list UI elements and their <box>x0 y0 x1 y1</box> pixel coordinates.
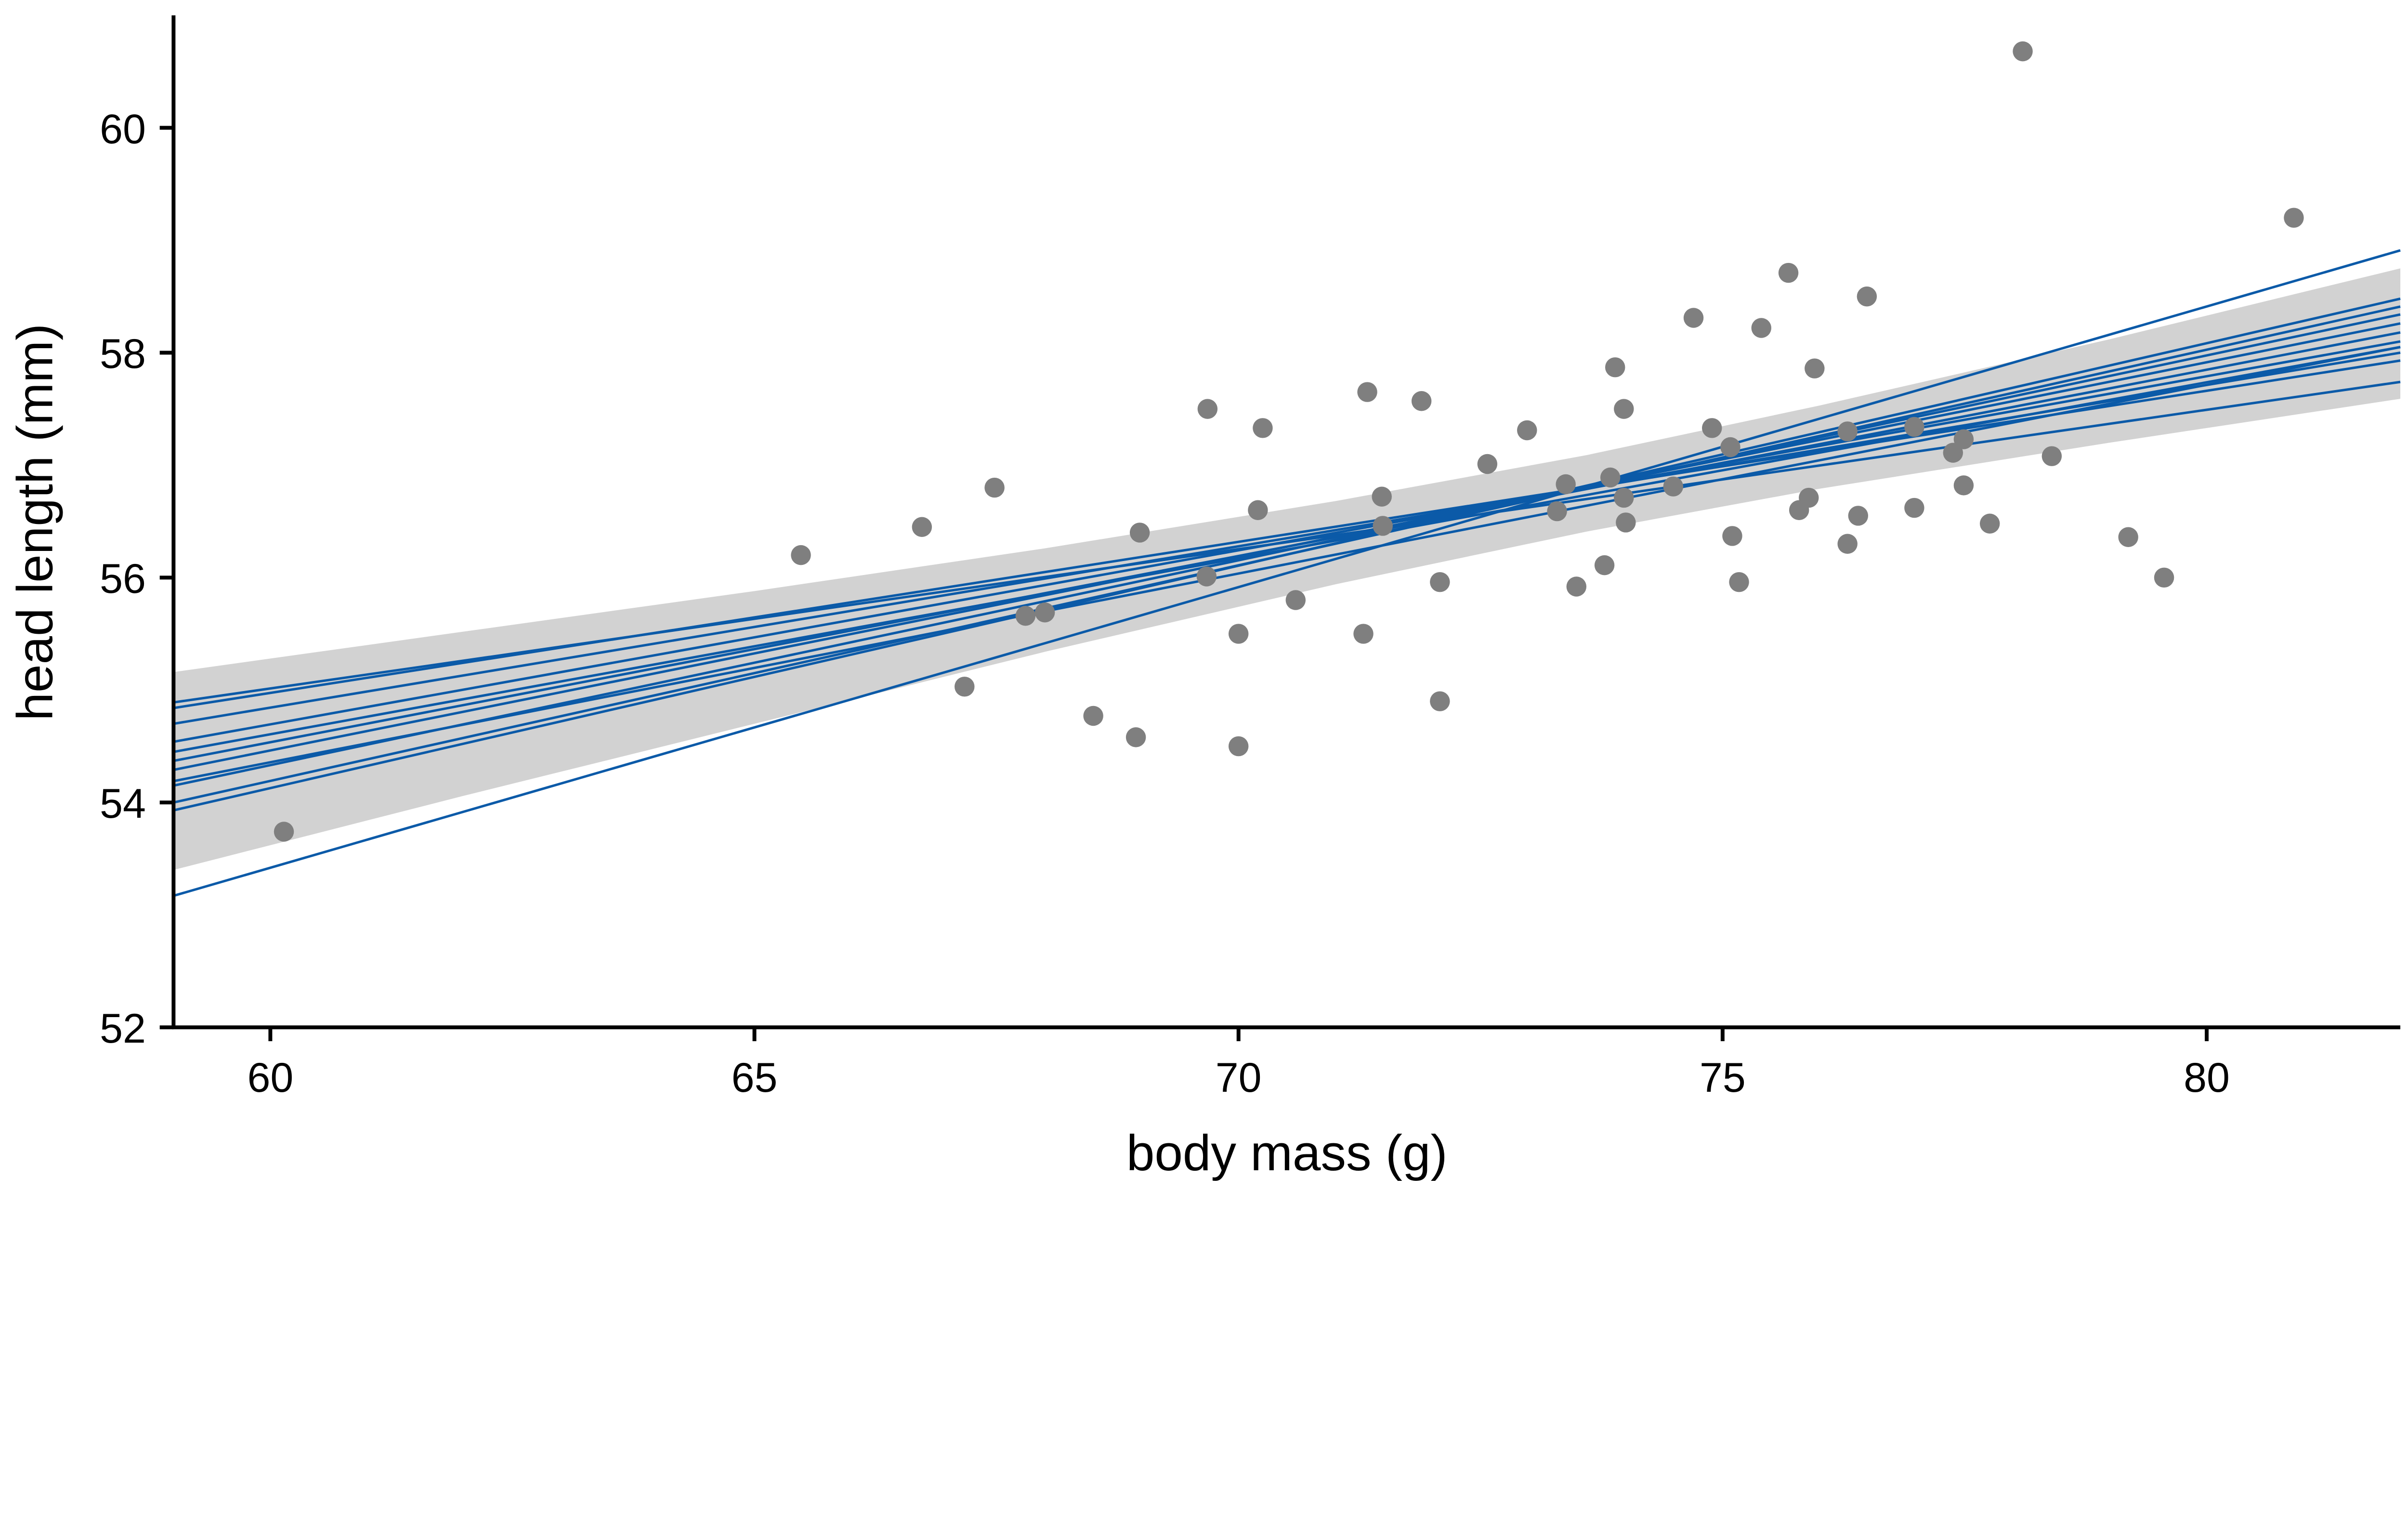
data-point <box>1517 420 1537 441</box>
data-point <box>1196 566 1217 587</box>
data-point <box>2284 208 2304 228</box>
fit-line-8 <box>173 313 2401 787</box>
x-tick-label: 65 <box>732 1055 778 1101</box>
data-point <box>1663 476 1684 497</box>
data-point <box>1125 727 1146 747</box>
y-tick-label: 58 <box>100 331 146 377</box>
data-point <box>1729 572 1749 592</box>
points-layer <box>274 41 2304 842</box>
fit-line-11 <box>173 249 2401 897</box>
data-point <box>1594 555 1615 575</box>
data-point <box>1904 497 1924 518</box>
data-point <box>1722 526 1742 546</box>
data-point <box>2042 446 2062 466</box>
y-tick-label: 60 <box>100 106 146 152</box>
y-tick-label: 52 <box>100 1006 146 1052</box>
data-point <box>1837 534 1858 554</box>
data-point <box>1857 286 1877 307</box>
data-point <box>984 477 1005 498</box>
data-point <box>1904 417 1924 437</box>
data-point <box>1357 382 1377 402</box>
fit-lines-layer <box>173 249 2401 897</box>
data-point <box>1353 624 1374 644</box>
data-point <box>1616 512 1636 533</box>
data-point <box>274 822 294 842</box>
data-point <box>1228 624 1249 644</box>
data-point <box>1605 357 1625 378</box>
fit-line-3 <box>173 340 2401 743</box>
data-point <box>1228 736 1249 757</box>
data-point <box>2154 567 2174 588</box>
data-point <box>1372 486 1392 507</box>
y-axis-label: head length (mm) <box>7 324 63 721</box>
data-point <box>1430 572 1450 592</box>
y-tick-label: 56 <box>100 556 146 602</box>
data-point <box>1778 262 1799 283</box>
data-point <box>1034 602 1055 623</box>
data-point <box>1943 443 1963 463</box>
data-point <box>1979 513 2000 534</box>
data-point <box>1129 523 1150 543</box>
data-point <box>1477 454 1498 474</box>
data-point <box>1614 487 1634 508</box>
confidence-band-layer <box>173 268 2401 870</box>
data-point <box>1701 418 1722 438</box>
data-point <box>1253 418 1273 438</box>
data-point <box>1837 421 1858 442</box>
confidence-band <box>173 268 2401 870</box>
x-axis-label: body mass (g) <box>1126 1125 1448 1181</box>
data-point <box>1566 576 1587 597</box>
data-point <box>1411 391 1432 411</box>
axes: 60 65 70 75 80 52 54 56 58 60 <box>100 15 2401 1101</box>
data-point <box>1015 605 1036 626</box>
data-point <box>1720 437 1741 458</box>
data-point <box>1614 399 1634 419</box>
data-point <box>1953 475 1974 496</box>
fit-line-10 <box>173 297 2401 812</box>
fit-line-6 <box>173 322 2401 772</box>
data-point <box>1848 506 1869 526</box>
data-point <box>1547 501 1567 522</box>
data-point <box>2013 41 2033 62</box>
data-point <box>1197 399 1218 419</box>
x-tick-label: 60 <box>247 1055 293 1101</box>
data-point <box>1799 487 1819 508</box>
data-point <box>1248 500 1268 520</box>
data-point <box>1751 318 1771 338</box>
x-tick-label: 80 <box>2184 1055 2230 1101</box>
data-point <box>1285 590 1306 610</box>
data-point <box>955 677 975 697</box>
data-point <box>791 545 811 565</box>
data-point <box>1430 691 1450 711</box>
data-point <box>1083 706 1103 726</box>
data-point <box>1953 429 1974 449</box>
data-point <box>2118 527 2138 548</box>
data-point <box>1600 467 1621 488</box>
x-tick-label: 75 <box>1700 1055 1746 1101</box>
data-point <box>1805 358 1825 379</box>
data-point <box>912 517 932 537</box>
data-point <box>1683 308 1704 328</box>
data-point <box>1373 516 1393 536</box>
y-tick-label: 54 <box>100 781 146 827</box>
fit-line-7 <box>173 346 2401 783</box>
data-point <box>1556 474 1576 495</box>
scatter-chart: 60 65 70 75 80 52 54 56 58 60 body mass (g) head … <box>7 15 2401 1181</box>
x-tick-label: 70 <box>1216 1055 1262 1101</box>
